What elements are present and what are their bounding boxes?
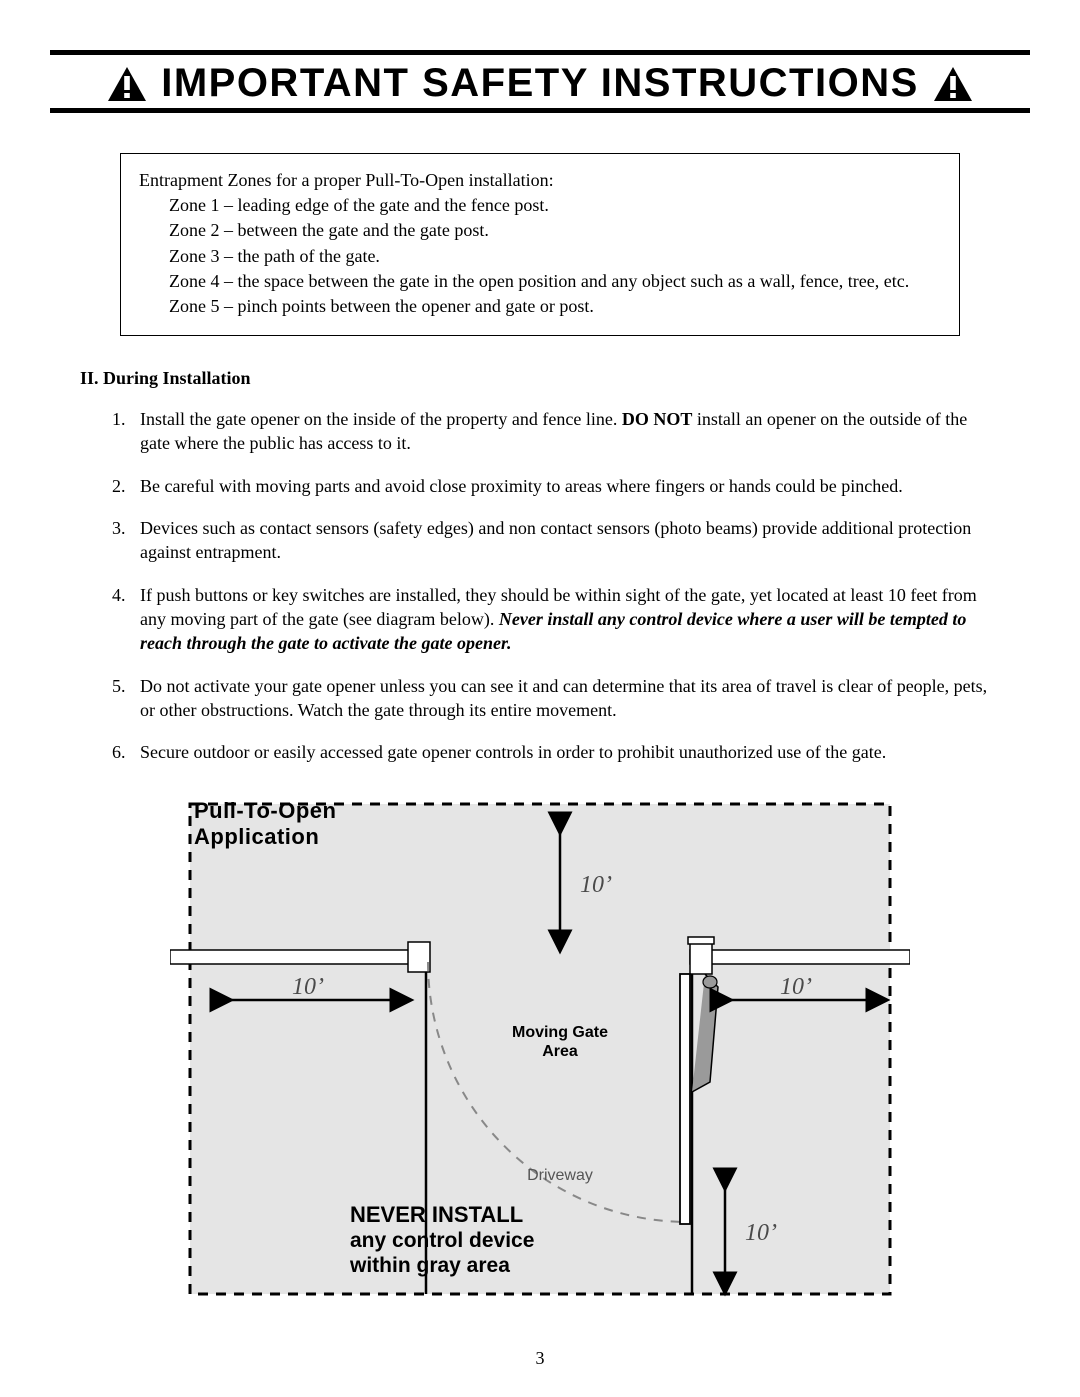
svg-text:Driveway: Driveway — [527, 1167, 593, 1184]
text: Pull-To-Open — [194, 798, 336, 823]
zone-line: Zone 2 – between the gate and the gate p… — [169, 218, 941, 243]
warning-icon — [933, 66, 973, 102]
gate-diagram-svg: 10’ 10’ 10’ 10’ Moving Gate Area Drivewa… — [170, 782, 910, 1302]
list-item: Install the gate opener on the inside of… — [130, 407, 1000, 456]
svg-text:NEVER INSTALL: NEVER INSTALL — [350, 1202, 523, 1227]
svg-text:10’: 10’ — [292, 974, 324, 1000]
entrapment-zones-box: Entrapment Zones for a proper Pull-To-Op… — [120, 153, 960, 336]
text-bold: DO NOT — [622, 409, 693, 429]
list-item: Be careful with moving parts and avoid c… — [130, 474, 1000, 498]
zones-intro: Entrapment Zones for a proper Pull-To-Op… — [139, 168, 941, 193]
text: Application — [194, 824, 319, 849]
pull-to-open-label: Pull-To-Open Application — [194, 798, 336, 849]
svg-text:Moving Gate: Moving Gate — [512, 1024, 608, 1041]
svg-text:10’: 10’ — [745, 1220, 777, 1246]
zone-line: Zone 3 – the path of the gate. — [169, 244, 941, 269]
diagram: Pull-To-Open Application — [170, 782, 910, 1307]
section-heading: II. During Installation — [80, 368, 1030, 389]
list-item: If push buttons or key switches are inst… — [130, 583, 1000, 656]
zone-line: Zone 1 – leading edge of the gate and th… — [169, 193, 941, 218]
warning-icon — [107, 66, 147, 102]
svg-text:within gray area: within gray area — [349, 1254, 510, 1277]
list-item: Secure outdoor or easily accessed gate o… — [130, 740, 1000, 764]
svg-text:10’: 10’ — [580, 872, 612, 898]
zone-line: Zone 4 – the space between the gate in t… — [169, 269, 941, 294]
zone-line: Zone 5 – pinch points between the opener… — [169, 294, 941, 319]
svg-text:any control device: any control device — [350, 1229, 534, 1252]
list-item: Do not activate your gate opener unless … — [130, 674, 1000, 723]
page-number: 3 — [0, 1348, 1080, 1369]
svg-text:10’: 10’ — [780, 974, 812, 1000]
header-title: IMPORTANT SAFETY INSTRUCTIONS — [161, 61, 919, 106]
list-item: Devices such as contact sensors (safety … — [130, 516, 1000, 565]
instruction-list: Install the gate opener on the inside of… — [130, 407, 1000, 764]
text: Install the gate opener on the inside of… — [140, 409, 622, 429]
svg-text:Area: Area — [542, 1043, 578, 1060]
header-band: IMPORTANT SAFETY INSTRUCTIONS — [50, 50, 1030, 113]
